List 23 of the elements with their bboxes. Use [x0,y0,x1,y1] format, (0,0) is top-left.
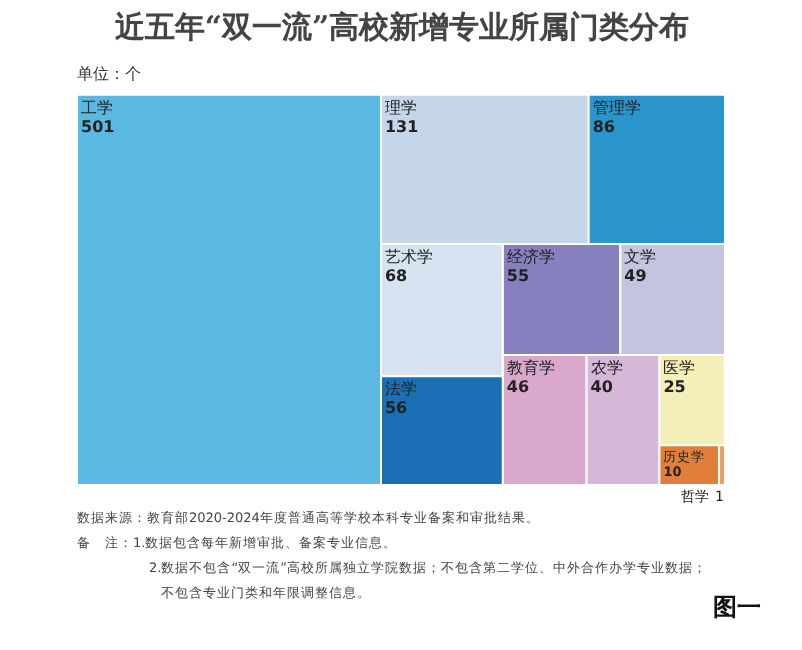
data-label: 501 [81,117,116,136]
category-label: 工学 [81,98,113,117]
category-label: 理学 [384,98,417,117]
data-label: 25 [663,377,687,396]
text: 近五年“双一流”高校新增专业所属门类分布 [112,9,690,45]
category-label: 文学 [624,248,657,267]
data-label: 40 [590,377,614,396]
category-label: 管理学 [592,98,641,117]
category-label: 农学 [590,359,623,378]
category-label: 医学 [663,359,696,378]
data-label: 86 [592,117,616,136]
data-label: 68 [384,266,409,285]
data-label: 131 [384,117,420,136]
text: 单位：个 [77,64,141,83]
category-label: 经济学 [506,248,555,267]
category-label: 艺术学 [384,248,433,267]
data-label: 56 [384,399,409,418]
data-label: 46 [506,377,530,396]
text: 图一 [713,592,761,621]
data-label: 49 [624,266,648,285]
category-label: 教育学 [506,359,555,378]
category-label: 法学 [384,380,417,399]
data-label: 55 [506,266,530,285]
